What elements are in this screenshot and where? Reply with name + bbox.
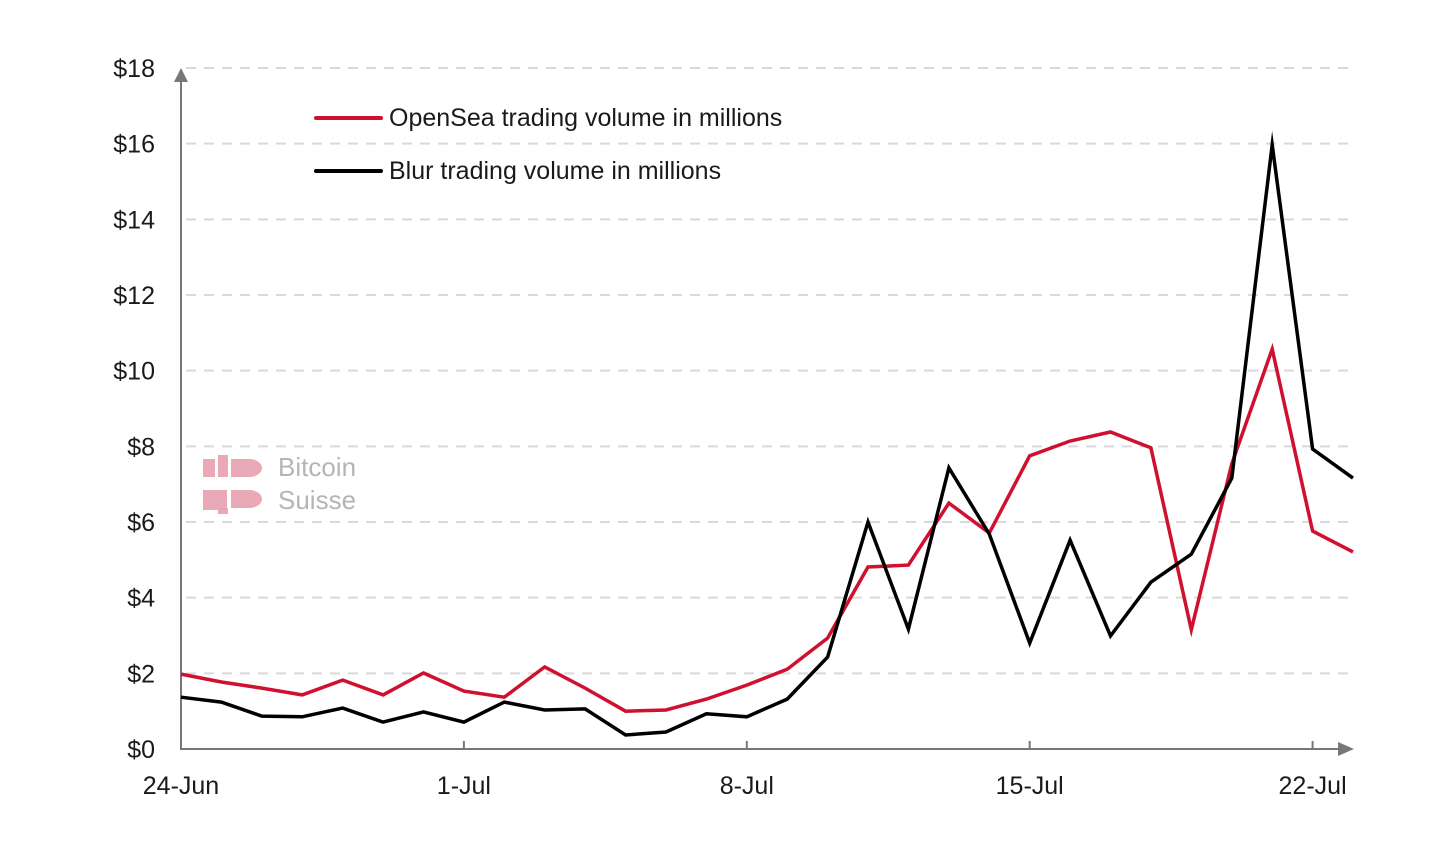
- x-tick-label: 24-Jun: [143, 772, 219, 800]
- legend: OpenSea trading volume in millions Blur …: [314, 104, 782, 185]
- y-tick-label: $4: [127, 585, 155, 613]
- axes: [174, 68, 1354, 756]
- watermark-line1: Bitcoin: [278, 452, 356, 482]
- gridlines: [186, 67, 1355, 675]
- x-tick-label: 8-Jul: [720, 772, 774, 800]
- logo-shape: [218, 455, 228, 477]
- y-tick-label: $6: [127, 509, 155, 537]
- y-tick-label: $18: [113, 55, 155, 83]
- legend-label-opensea: OpenSea trading volume in millions: [389, 104, 782, 132]
- series-line-blur: [180, 130, 1355, 737]
- y-tick-label: $16: [113, 131, 155, 159]
- logo-shape: [203, 459, 215, 477]
- series-line-opensea: [180, 342, 1354, 713]
- x-tick-labels: 24-Jun 1-Jul 8-Jul 15-Jul 22-Jul: [143, 772, 1347, 800]
- y-tick-label: $14: [113, 206, 155, 234]
- logo-shape: [203, 490, 227, 510]
- y-tick-labels: $0 $2 $4 $6 $8 $10 $12 $14 $16 $18: [113, 55, 155, 764]
- x-tick-label: 1-Jul: [437, 772, 491, 800]
- x-tick-label: 22-Jul: [1279, 772, 1347, 800]
- series-lines: [180, 130, 1355, 737]
- logo-shape: [231, 459, 262, 477]
- y-tick-label: $12: [113, 282, 155, 310]
- y-tick-label: $10: [113, 358, 155, 386]
- logo-shape: [218, 508, 228, 514]
- y-tick-label: $8: [127, 433, 155, 461]
- legend-label-blur: Blur trading volume in millions: [389, 157, 721, 185]
- x-tick-label: 15-Jul: [996, 772, 1064, 800]
- watermark: Bitcoin Suisse: [203, 452, 356, 515]
- watermark-line2: Suisse: [278, 485, 356, 515]
- bitcoin-suisse-logo-icon: [203, 455, 262, 514]
- y-axis-arrow-icon: [174, 68, 188, 82]
- y-tick-label: $0: [127, 736, 155, 764]
- y-tick-label: $2: [127, 660, 155, 688]
- logo-shape: [231, 490, 262, 508]
- x-axis-arrow-icon: [1338, 742, 1354, 756]
